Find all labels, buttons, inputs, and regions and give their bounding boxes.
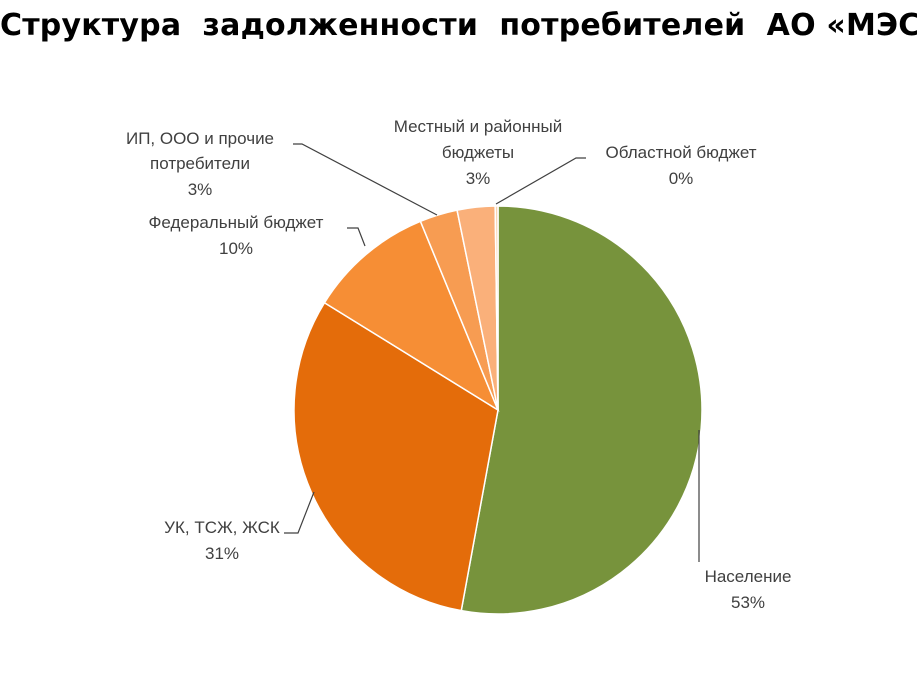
slice-name-label: Население — [705, 567, 792, 586]
leader-line — [284, 491, 315, 534]
slice-percent-label: 53% — [731, 593, 765, 612]
pie-slice — [460, 205, 703, 615]
pie-slice — [323, 220, 500, 412]
slice-name-label: ИП, ООО и прочие — [126, 129, 274, 148]
slice-name-label: УК, ТСЖ, ЖСК — [164, 518, 280, 537]
slice-name-label: потребители — [150, 154, 250, 173]
pie-slice — [293, 301, 499, 612]
chart-title: Структура задолженности потребителей АО … — [0, 8, 917, 43]
slice-name-label: Местный и районный — [394, 117, 563, 136]
slice-percent-label: 31% — [205, 544, 239, 563]
slice-name-label: бюджеты — [442, 143, 514, 162]
leader-line — [293, 143, 438, 216]
leader-line — [495, 157, 586, 205]
pie-slice — [494, 205, 499, 411]
slice-name-label: Областной бюджет — [606, 143, 757, 162]
slice-name-label: Федеральный бюджет — [149, 213, 324, 232]
slice-percent-label: 3% — [466, 169, 491, 188]
slice-percent-label: 3% — [188, 180, 213, 199]
slice-percent-label: 0% — [669, 169, 694, 188]
leader-line — [347, 227, 366, 247]
slice-percent-label: 10% — [219, 239, 253, 258]
